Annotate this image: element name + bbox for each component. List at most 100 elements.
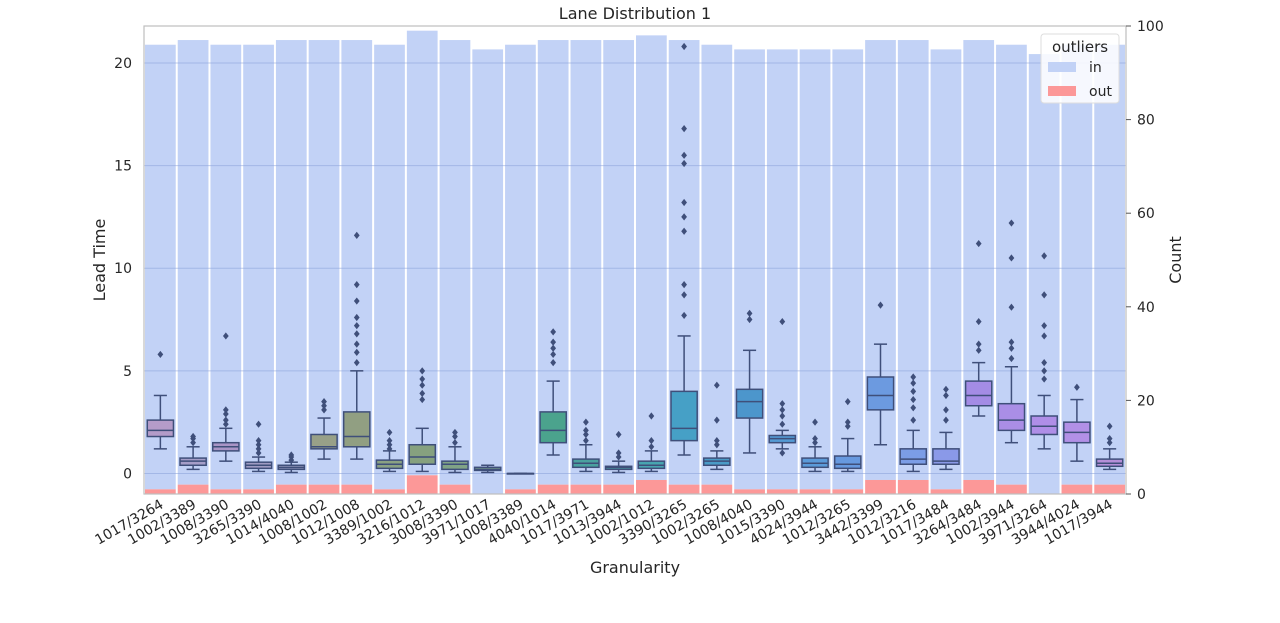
outlier-point [975, 317, 982, 326]
legend-label-out: out [1089, 84, 1112, 100]
y2-tick-label: 60 [1137, 206, 1155, 222]
outlier-point [779, 400, 786, 408]
count-in-bar [701, 44, 733, 485]
count-in-bar [439, 40, 471, 485]
box [146, 419, 175, 438]
boxplot [146, 350, 175, 450]
outlier-point [615, 449, 622, 457]
outlier-point [1106, 434, 1113, 443]
boxplot [473, 464, 502, 474]
y-gridlines [144, 62, 1126, 474]
outlier-point [681, 198, 687, 207]
boxplot [375, 428, 404, 473]
outlier-point [419, 375, 426, 383]
outlier-point [812, 418, 818, 426]
count-out-bar [275, 484, 307, 494]
outlier-point [255, 445, 262, 453]
y-tick-label: 0 [123, 466, 132, 482]
outlier-point [353, 322, 360, 330]
outlier-point [975, 346, 982, 354]
boxplots [146, 42, 1124, 475]
outlier-point [1008, 344, 1015, 352]
outlier-point [844, 418, 851, 426]
y2-tick-label: 20 [1137, 393, 1155, 409]
count-in-bar [832, 49, 864, 490]
outlier-point [681, 42, 687, 51]
y2-axis-ticks: 0 20 40 60 80 100 [1126, 19, 1164, 503]
count-out-bar [734, 489, 765, 494]
outlier-point [943, 406, 949, 414]
outlier-point [943, 391, 949, 400]
outlier-point [222, 332, 229, 340]
outlier-point [288, 451, 295, 459]
outlier-point [812, 439, 818, 447]
boxplot [539, 328, 568, 456]
outlier-point [386, 445, 393, 453]
outlier-point [1008, 254, 1015, 262]
outlier-point [386, 428, 393, 437]
box [1030, 415, 1059, 436]
boxplot [1063, 383, 1091, 462]
y2-tick-label: 40 [1137, 300, 1155, 316]
outlier-point [877, 301, 884, 309]
outlier-point [222, 416, 229, 424]
count-in-bar [897, 40, 929, 480]
outlier-point [975, 340, 982, 348]
count-out-bar [210, 489, 242, 494]
outlier-point [452, 439, 458, 447]
outlier-point [910, 373, 917, 381]
count-out-bar [996, 484, 1027, 494]
count-out-bar [570, 484, 602, 494]
outlier-point [681, 151, 687, 159]
y-tick-label: 5 [123, 364, 132, 380]
outlier-point [419, 381, 426, 389]
y-tick-label: 10 [114, 261, 132, 277]
outlier-point [353, 340, 360, 348]
count-out-bar [374, 489, 405, 494]
outlier-point [550, 359, 557, 367]
outlier-point [386, 437, 393, 445]
box [932, 448, 960, 465]
outlier-point [910, 395, 917, 404]
count-out-bar [439, 484, 471, 494]
boxplot [768, 317, 797, 457]
boxplot [637, 412, 666, 473]
outlier-point [1106, 422, 1113, 430]
count-out-bar [897, 479, 929, 494]
outlier-point [550, 338, 557, 346]
outlier-point [681, 227, 687, 235]
outlier-point [321, 398, 327, 406]
outlier-point [353, 231, 360, 239]
boxplot [899, 373, 928, 473]
boxplot [572, 418, 600, 473]
count-out-bar [308, 484, 340, 494]
outlier-point [1041, 322, 1048, 330]
outlier-point [681, 291, 687, 299]
count-in-bar [636, 35, 667, 480]
boxplot [1095, 422, 1124, 471]
box [997, 402, 1026, 432]
box [342, 411, 371, 448]
outlier-point [975, 239, 982, 248]
count-out-bar [505, 489, 536, 494]
outlier-point [1106, 439, 1113, 447]
count-in-bar [177, 40, 209, 485]
boxplot [670, 42, 698, 456]
outlier-point [157, 350, 164, 359]
count-out-bar [537, 484, 569, 494]
count-out-bar [177, 484, 209, 494]
outlier-point [1008, 354, 1015, 363]
boxplot [997, 219, 1026, 444]
boxplot [244, 420, 273, 473]
outlier-point [681, 311, 687, 320]
x-axis-ticks: 1017/32641002/33891008/33903265/33901014… [93, 497, 1116, 549]
box [441, 460, 469, 471]
outlier-point [353, 359, 360, 367]
count-out-bar [930, 489, 962, 494]
count-in-bar [406, 30, 438, 476]
outlier-point [419, 367, 426, 375]
outlier-point [583, 426, 589, 434]
box [899, 448, 928, 465]
boxplot [1030, 252, 1059, 450]
count-out-bar [406, 475, 438, 494]
